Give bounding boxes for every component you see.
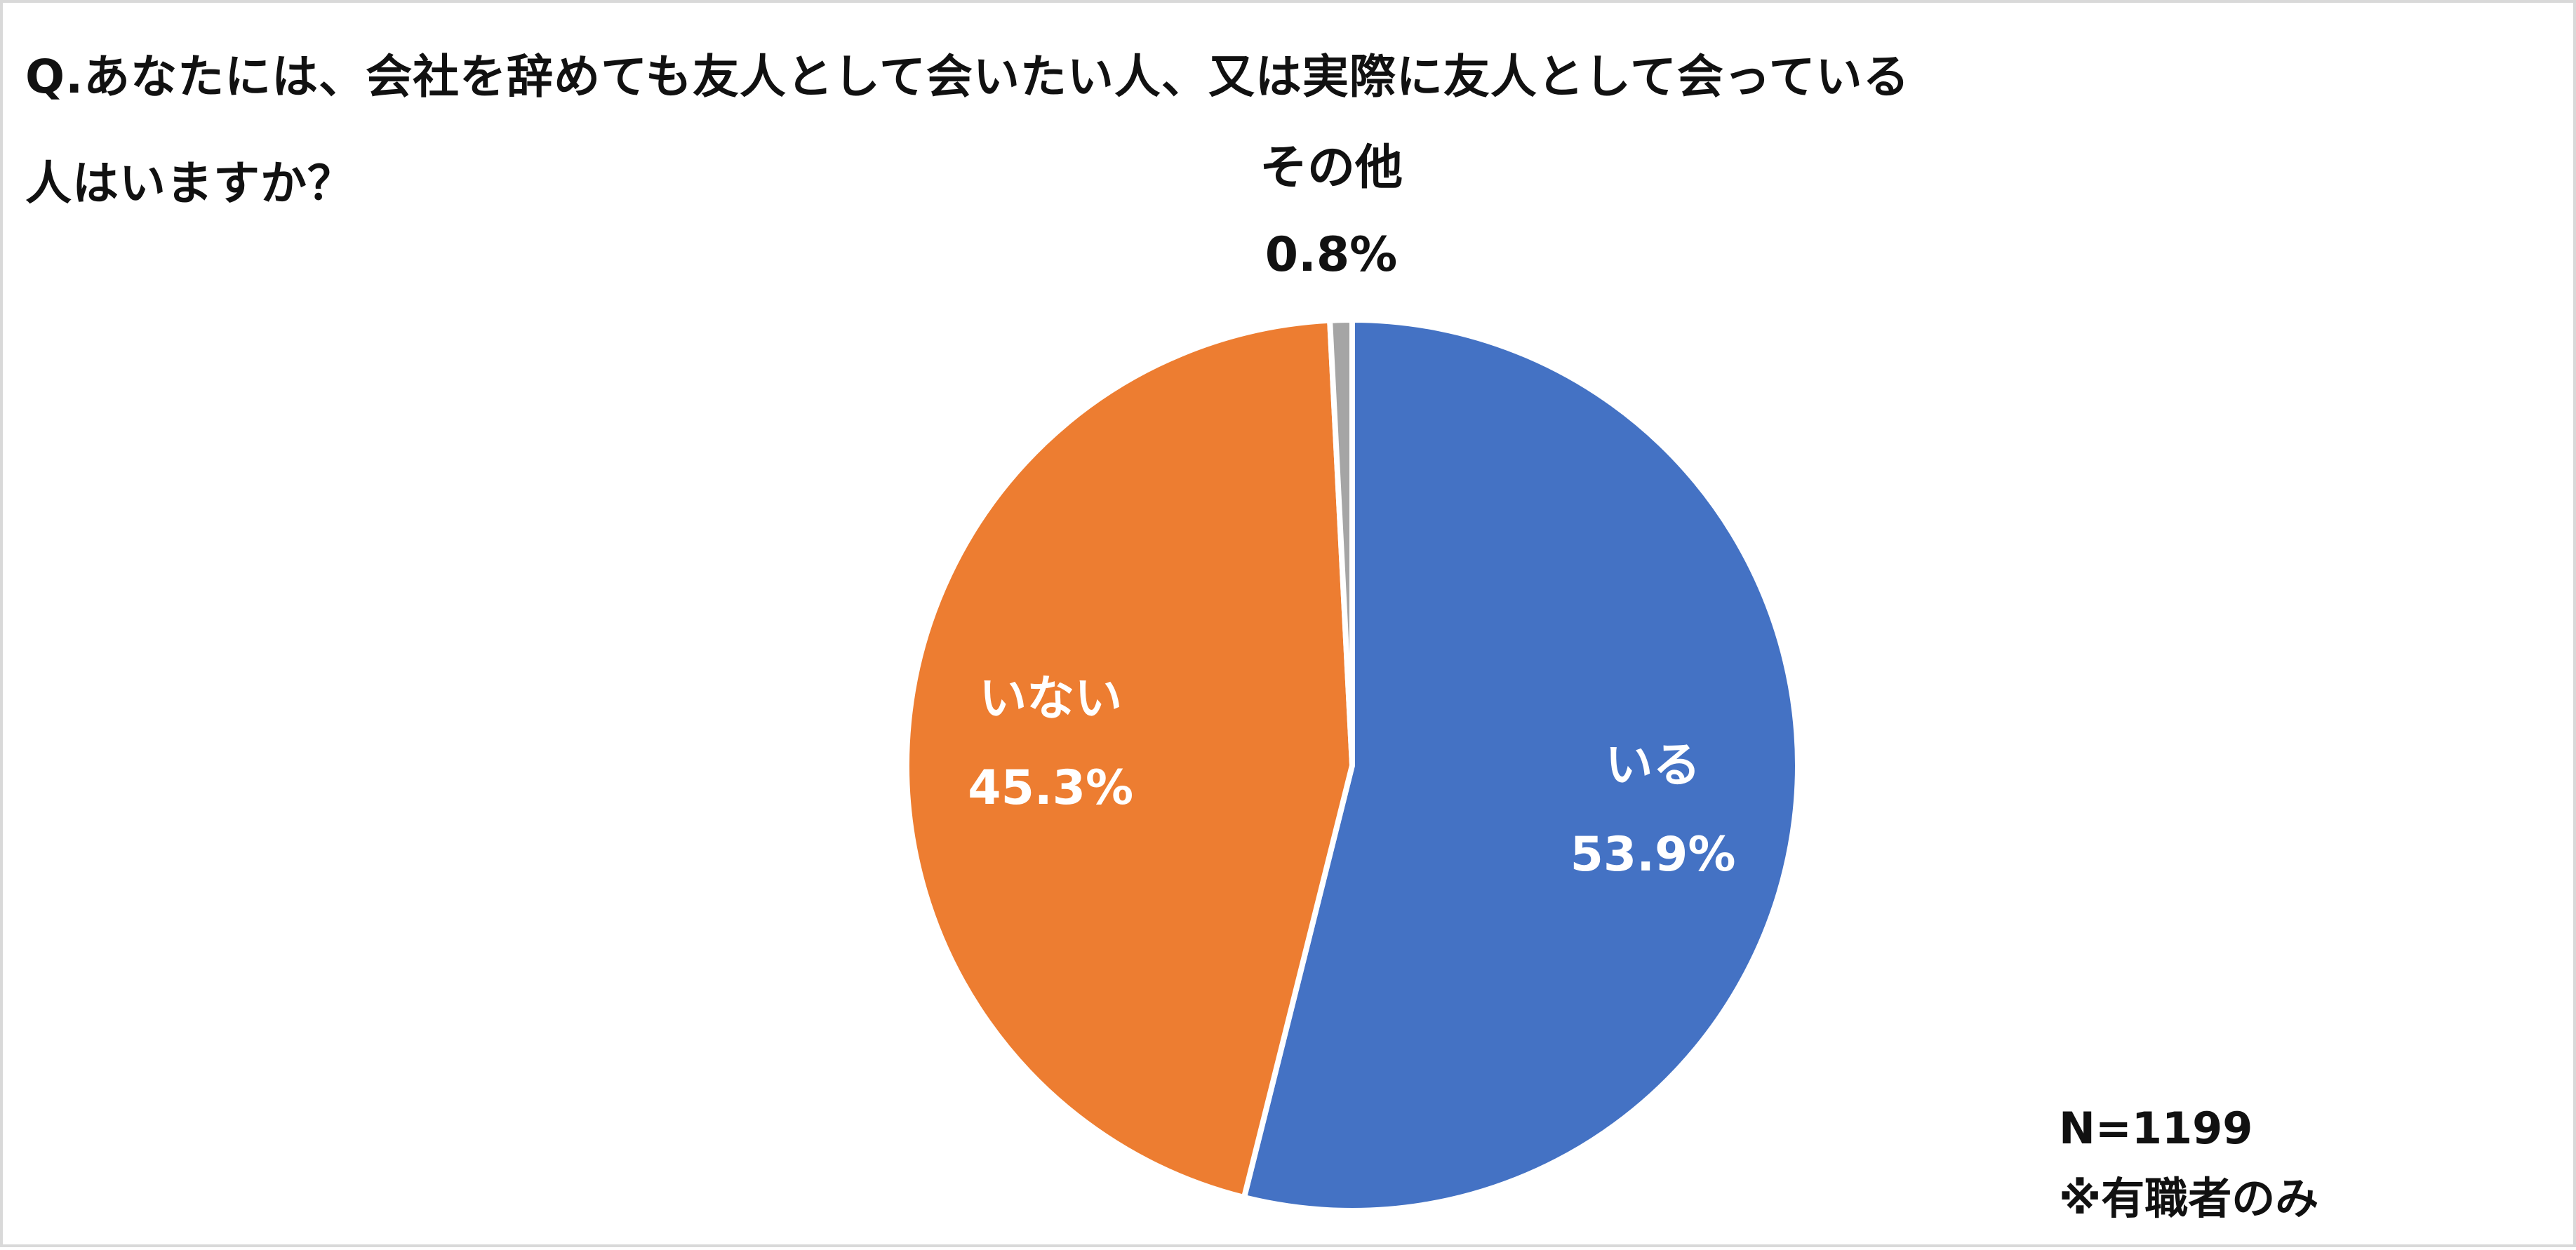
slice-value-label-1: 53.9% bbox=[1570, 827, 1736, 882]
slice-value-label-2: 45.3% bbox=[968, 760, 1133, 816]
chart-notes: N=1199 ※有職者のみ bbox=[2059, 1094, 2318, 1234]
question-line-1: Q.あなたには、会社を辞めても友人として会いたい人、又は実際に友人として会ってい… bbox=[25, 50, 1910, 104]
question-line-2: 人はいますか？ bbox=[25, 156, 354, 210]
question-title: Q.あなたには、会社を辞めても友人として会いたい人、又は実際に友人として会ってい… bbox=[25, 24, 2060, 237]
slice-label-2: いない bbox=[979, 671, 1122, 727]
slice-value-label-3: 0.8% bbox=[1265, 227, 1398, 283]
pie-slice-3 bbox=[1327, 317, 1355, 768]
footnote: ※有職者のみ bbox=[2059, 1173, 2319, 1224]
pie-slice-2 bbox=[904, 317, 1355, 1201]
pie-labels: いる 53.9% いない 45.3% その他 0.8% bbox=[968, 140, 1735, 882]
sample-size-note: N=1199 bbox=[2059, 1103, 2253, 1154]
pie-chart: いる 53.9% いない 45.3% その他 0.8% bbox=[904, 140, 1801, 1214]
pie-slice-1 bbox=[1241, 317, 1801, 1214]
slice-label-1: いる bbox=[1606, 738, 1701, 793]
slice-label-3: その他 bbox=[1260, 140, 1403, 196]
pie-slices bbox=[904, 317, 1801, 1214]
